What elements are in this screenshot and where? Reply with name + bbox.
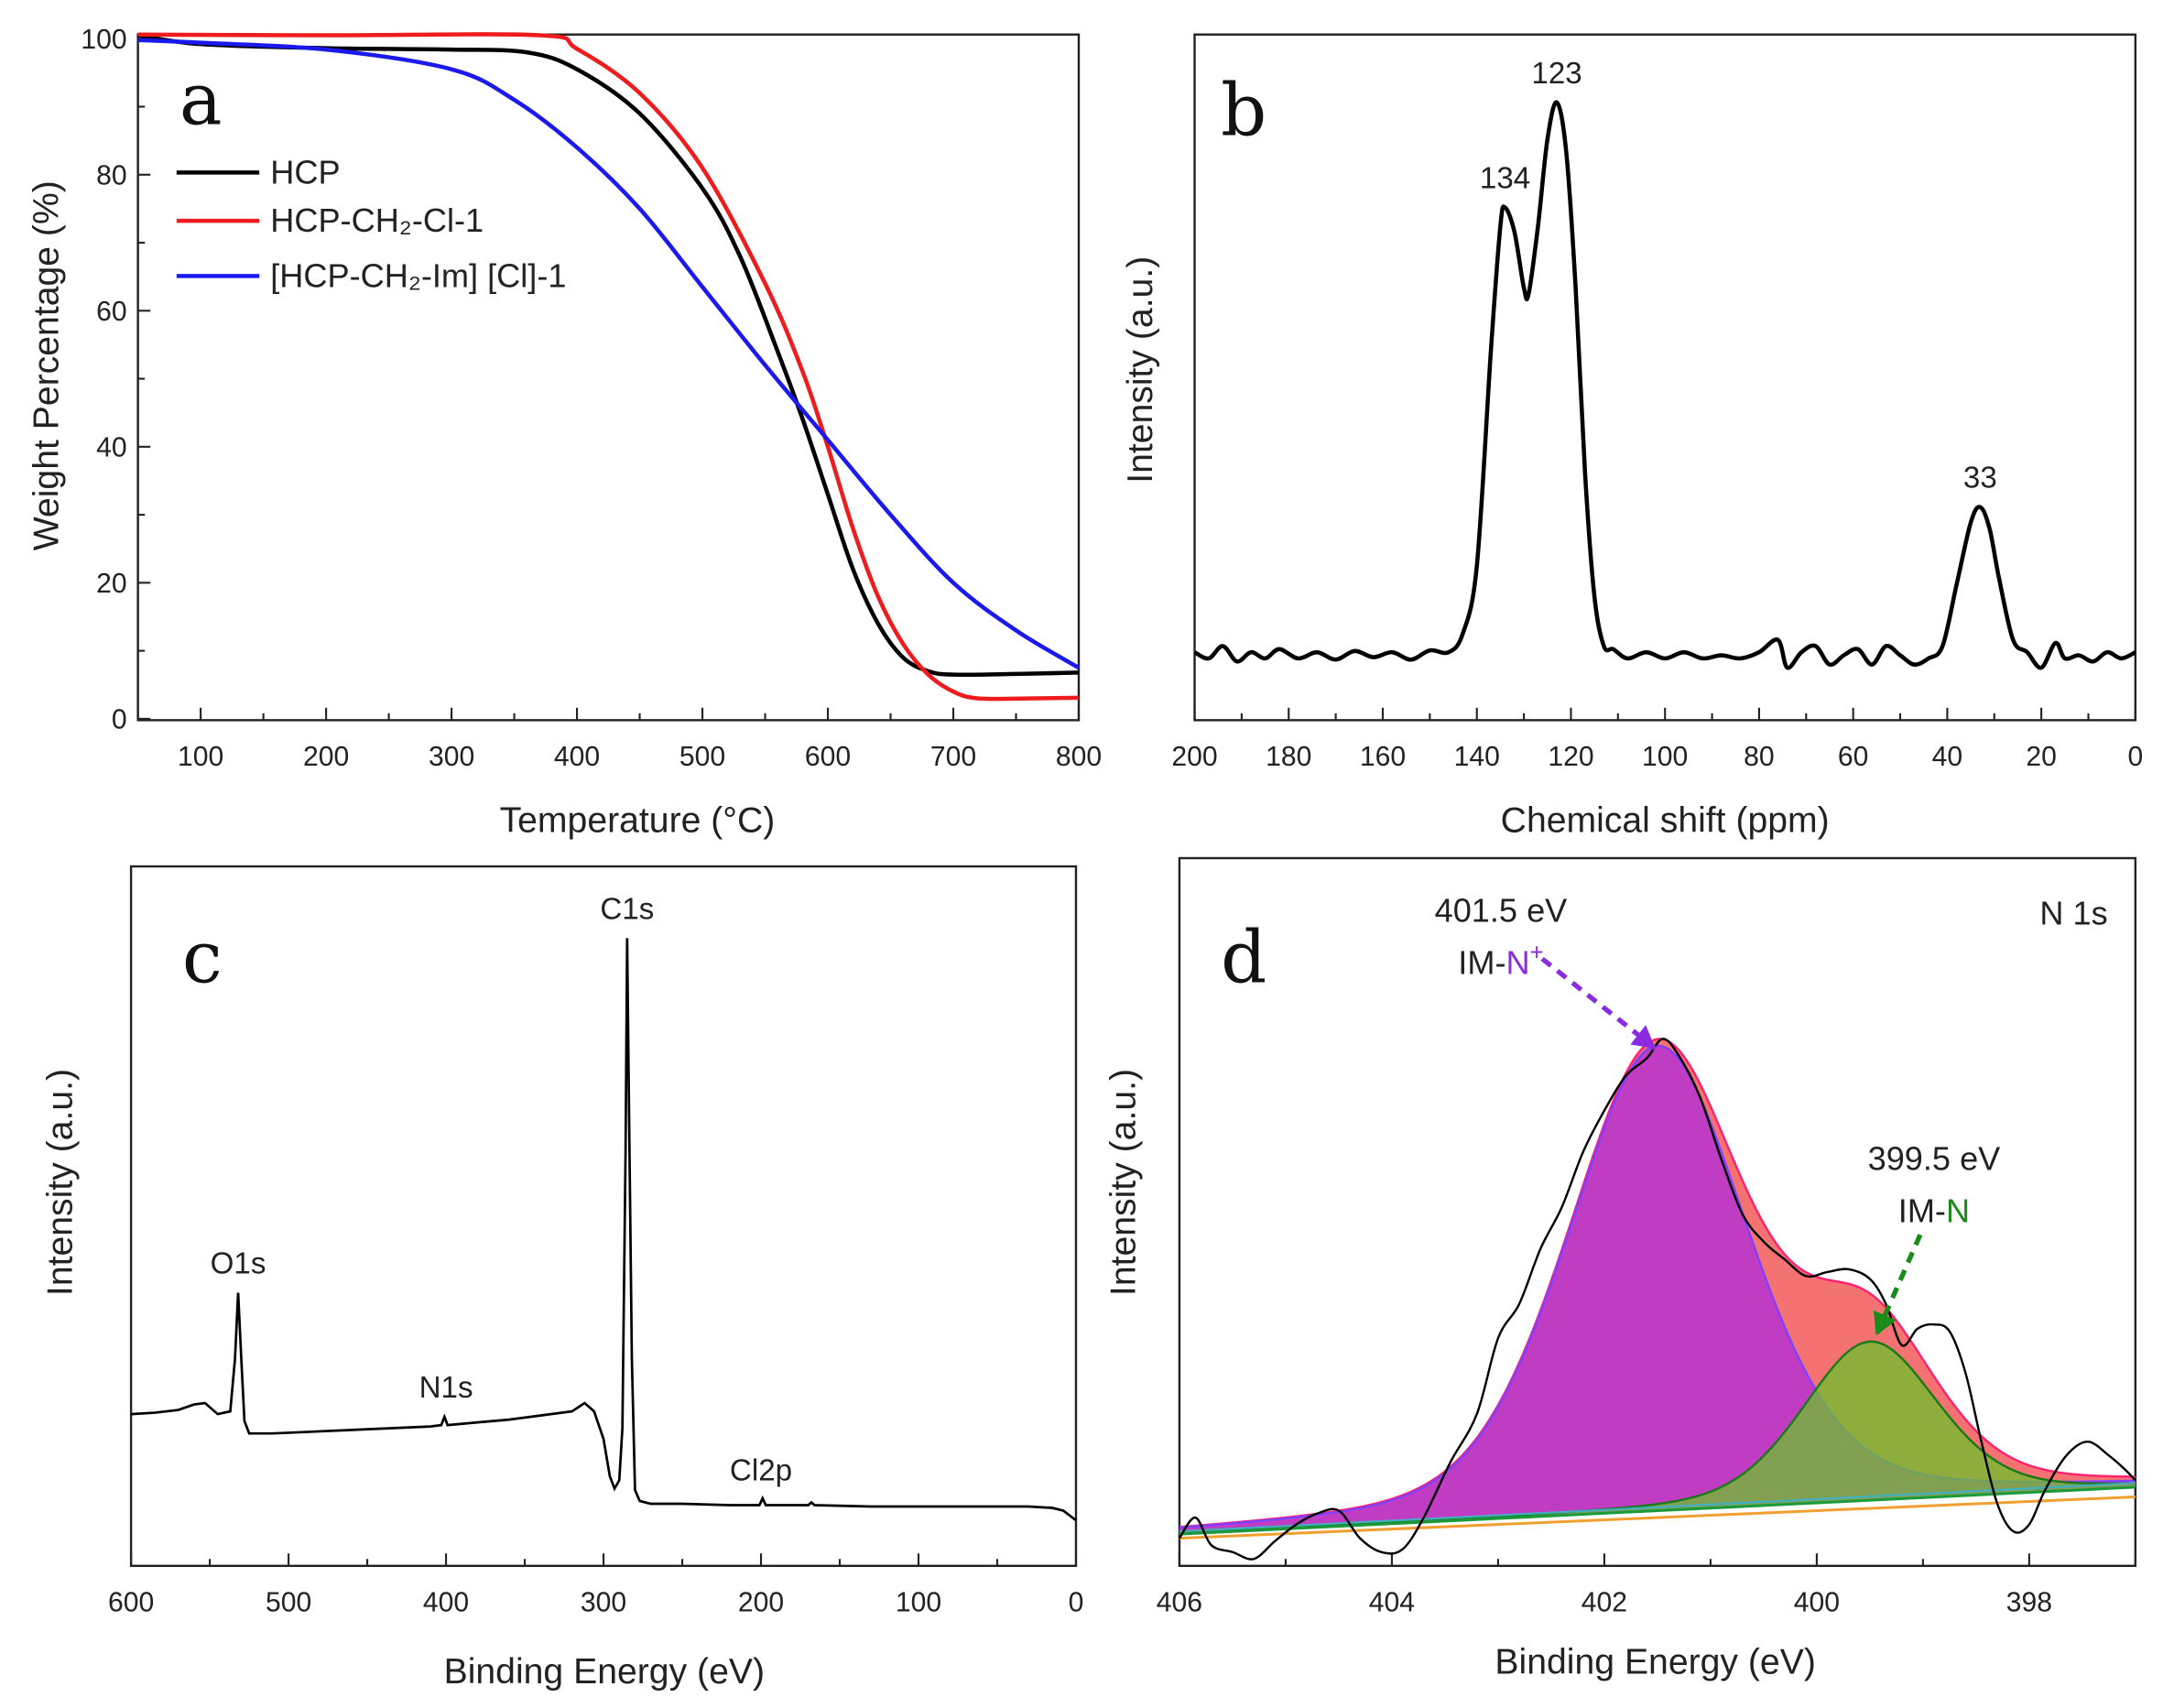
plot-frame-c (129, 865, 1078, 1567)
x-tick-label: 80 (1744, 742, 1775, 772)
y-tick-label: 100 (81, 25, 126, 55)
species-n: N (1506, 944, 1530, 982)
x-tick-label: 100 (896, 1588, 941, 1618)
panel-letter-d: d (1221, 917, 1266, 1000)
legend-label-hcp: HCP (270, 153, 340, 190)
x-tick-label: 398 (2006, 1588, 2052, 1618)
panel-letter-c: c (182, 917, 223, 1000)
peak-label: 33 (1963, 462, 1997, 495)
y-axis-label-c: Intensity (a.u.) (40, 1069, 80, 1296)
legend-label-hcp-ch2-cl: HCP-CH₂-Cl-1 (270, 201, 484, 239)
plot-frame-d (1178, 856, 2137, 1567)
peak-label: 123 (1531, 57, 1581, 91)
series-line-0 (137, 33, 1080, 678)
y-tick-label: 40 (96, 432, 126, 462)
peak-energy-label: 399.5 eV (1868, 1139, 2001, 1177)
x-tick-label: 600 (108, 1588, 154, 1618)
panel-d: d N 1s Binding Energy (eV) Intensity (a.… (1104, 856, 2137, 1681)
y-tick-label: 20 (96, 569, 126, 599)
x-tick-label: 800 (1056, 742, 1102, 772)
x-tick-label: 700 (930, 742, 976, 772)
x-tick-label: 180 (1266, 742, 1311, 772)
species-prefix: IM- (1458, 944, 1505, 982)
panel-title-d: N 1s (2039, 894, 2107, 931)
peak-label: O1s (211, 1246, 266, 1280)
x-tick-label: 500 (266, 1588, 311, 1618)
x-tick-label: 0 (2127, 742, 2143, 772)
x-tick-label: 300 (581, 1588, 626, 1618)
plot-frame-a (136, 33, 1081, 722)
x-tick-label: 400 (1794, 1588, 1840, 1618)
species-prefix: IM- (1898, 1192, 1946, 1230)
x-tick-label: 200 (738, 1588, 784, 1618)
legend-a: HCP HCP-CH₂-Cl-1 [HCP-CH₂-Im] [Cl]-1 (176, 153, 566, 294)
species-charge: + (1530, 940, 1544, 965)
panel-a: a Temperature (°C) Weight Percentage (%)… (27, 25, 1102, 841)
series-line-2 (137, 38, 1081, 670)
x-axis-label-c: Binding Energy (eV) (444, 1652, 765, 1692)
x-axis-label-b: Chemical shift (ppm) (1501, 800, 1830, 840)
species-n: N (1946, 1192, 1970, 1230)
x-tick-label: 0 (1069, 1588, 1084, 1618)
raw-spectrum-line (1178, 1038, 2136, 1561)
x-tick-label: 20 (2026, 742, 2056, 772)
spectrum-line-c (131, 938, 1077, 1522)
x-tick-label: 140 (1454, 742, 1500, 772)
x-tick-label: 100 (1642, 742, 1688, 772)
x-tick-label: 404 (1369, 1588, 1415, 1618)
x-axis-label-a: Temperature (°C) (500, 800, 776, 840)
x-tick-label: 120 (1548, 742, 1593, 772)
y-tick-label: 0 (112, 704, 127, 734)
series-line-1 (137, 32, 1080, 702)
panel-letter-b: b (1221, 70, 1266, 153)
x-tick-label: 200 (1171, 742, 1217, 772)
arrow-head-icon (1630, 1025, 1656, 1049)
x-tick-label: 500 (679, 742, 725, 772)
x-axis-label-d: Binding Energy (eV) (1495, 1642, 1815, 1681)
x-tick-label: 400 (554, 742, 600, 772)
peak-label: C1s (600, 892, 654, 926)
peak-energy-label: 401.5 eV (1435, 891, 1568, 929)
panel-letter-a: a (179, 59, 223, 142)
background-line-cyan (1179, 1482, 2136, 1533)
background-line-orange (1179, 1495, 2136, 1540)
y-tick-label: 60 (96, 297, 126, 327)
peak-label: N1s (419, 1371, 473, 1405)
legend-label-hcp-ch2-im-cl: [HCP-CH₂-Im] [Cl]-1 (270, 256, 566, 294)
dashed-arrow-shaft (1540, 956, 1658, 1050)
component-im-n-plus-fill (1179, 1045, 2136, 1535)
y-axis-label-d: Intensity (a.u.) (1104, 1069, 1144, 1296)
spectrum-line-b (1193, 100, 2136, 670)
plot-frame-b (1193, 33, 2137, 722)
peak-label: 134 (1480, 161, 1530, 195)
x-tick-label: 100 (178, 742, 223, 772)
x-tick-label: 40 (1932, 742, 1963, 772)
panel-b: b Chemical shift (ppm) Intensity (a.u.) … (1121, 33, 2143, 840)
x-tick-label: 160 (1360, 742, 1406, 772)
peak-species-label: IM-N+ (1458, 940, 1543, 981)
x-tick-label: 406 (1157, 1588, 1202, 1618)
component-im-n-fill (1179, 1341, 2136, 1535)
x-tick-label: 600 (805, 742, 851, 772)
x-tick-label: 60 (1838, 742, 1869, 772)
y-axis-label-a: Weight Percentage (%) (27, 180, 66, 550)
x-tick-label: 300 (429, 742, 474, 772)
panel-c: c Binding Energy (eV) Intensity (a.u.) 6… (40, 865, 1084, 1692)
arrow-head-icon (1873, 1310, 1897, 1336)
peak-label: Cl2p (730, 1453, 792, 1487)
x-tick-label: 400 (423, 1588, 469, 1618)
background-line-green (1179, 1485, 2136, 1536)
y-tick-label: 80 (96, 160, 126, 190)
peak-species-label: IM-N (1898, 1192, 1970, 1230)
x-tick-label: 200 (303, 742, 349, 772)
x-tick-label: 402 (1581, 1588, 1627, 1618)
y-axis-label-b: Intensity (a.u.) (1121, 256, 1160, 484)
